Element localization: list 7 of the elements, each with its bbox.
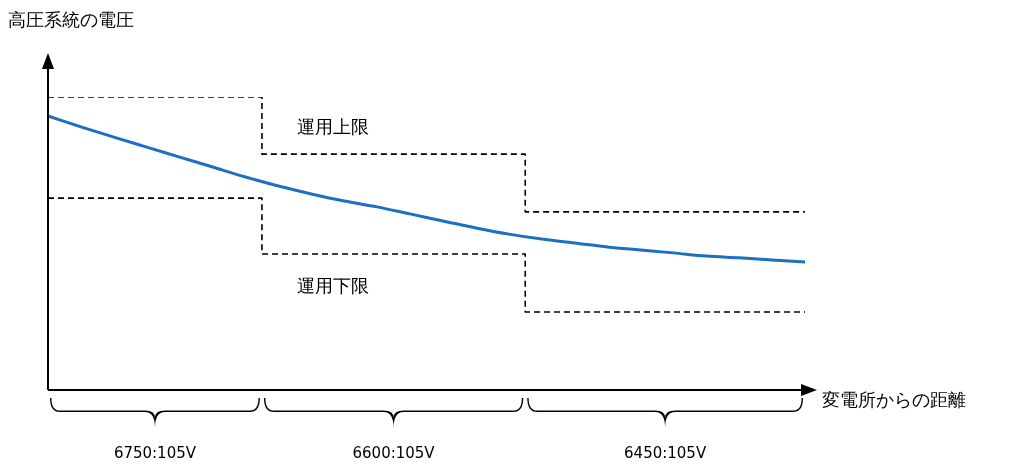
text: 6600:105V [352,444,435,462]
text: 6750:105V [113,444,197,462]
y-axis-title: 高圧系統の電圧 [8,9,134,32]
text: 6450:105V [624,444,707,462]
x-axis-title: 変電所からの距離 [822,389,966,412]
series-label: 運用下限 [296,275,369,296]
series-label: 運用上限 [296,116,369,137]
